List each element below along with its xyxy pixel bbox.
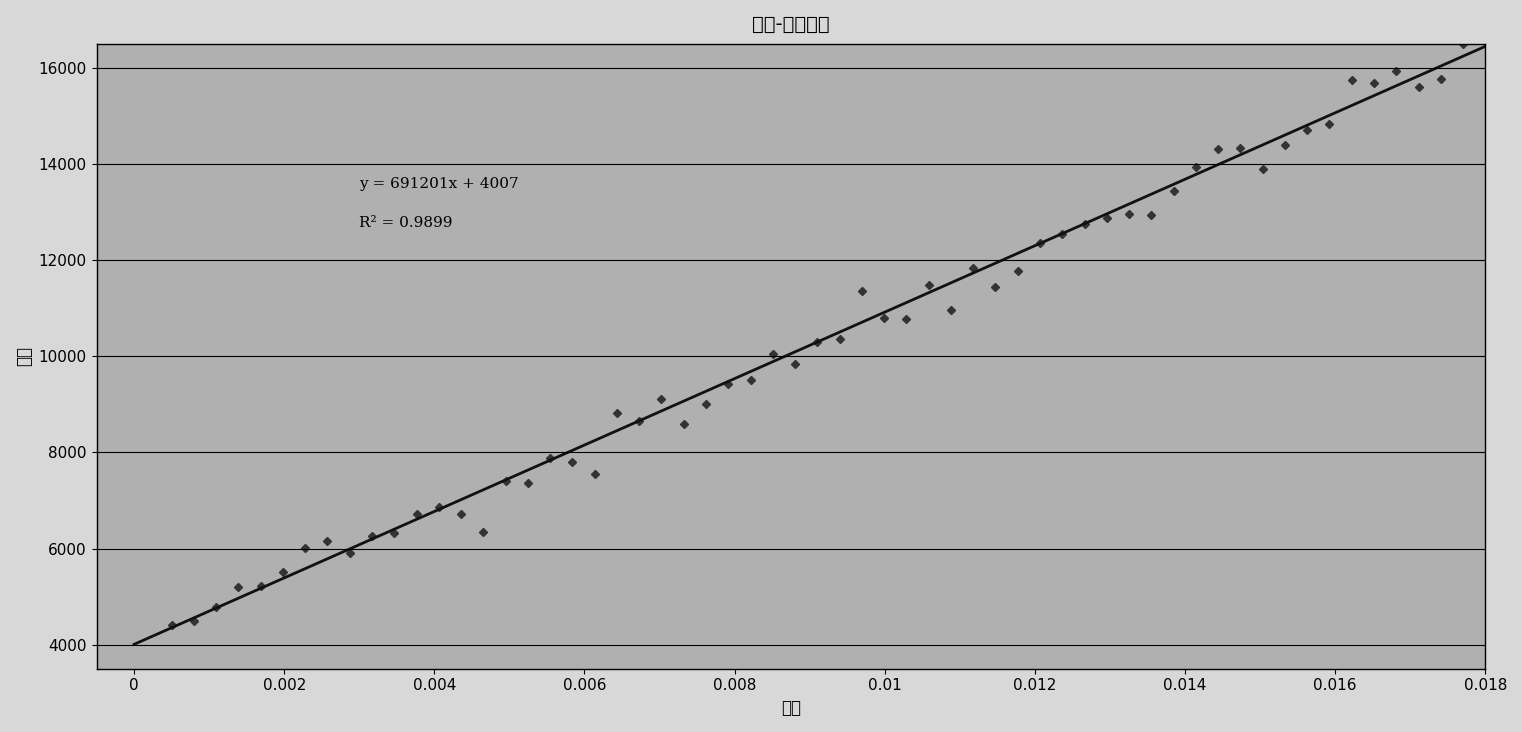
- X-axis label: 应变: 应变: [781, 699, 801, 717]
- Y-axis label: 电阻: 电阻: [15, 346, 33, 366]
- Text: y = 691201x + 4007: y = 691201x + 4007: [359, 177, 519, 191]
- Text: R² = 0.9899: R² = 0.9899: [359, 215, 452, 230]
- Title: 电阻-应变曲线: 电阻-应变曲线: [752, 15, 829, 34]
